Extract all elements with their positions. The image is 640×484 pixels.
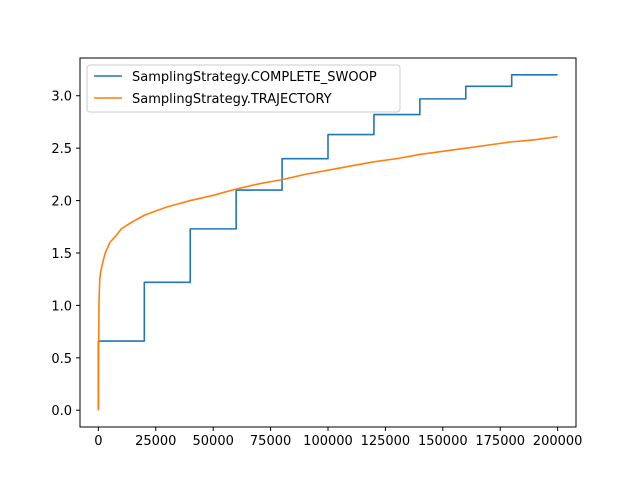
y-tick-label: 0.5 — [51, 352, 72, 367]
y-tick-label: 1.5 — [51, 247, 72, 262]
plot-area-frame — [79, 57, 577, 428]
y-axis: 0.0 0.5 1.0 1.5 2.0 2.5 3.0 — [51, 90, 80, 419]
series-line-1 — [97, 73, 558, 411]
x-tick-label: 75000 — [250, 434, 291, 449]
series-layer — [97, 73, 558, 411]
legend-label-2: SamplingStrategy.TRAJECTORY — [132, 92, 332, 107]
series-line-2 — [97, 135, 558, 411]
y-tick-label: 1.0 — [51, 299, 72, 314]
x-tick-label: 25000 — [135, 434, 176, 449]
legend-label-1: SamplingStrategy.COMPLETE_SWOOP — [132, 70, 377, 85]
legend-frame — [86, 64, 401, 113]
x-tick-label: 150000 — [418, 434, 468, 449]
x-tick-label: 100000 — [303, 434, 353, 449]
y-tick-label: 2.5 — [51, 142, 72, 157]
x-tick-label: 175000 — [475, 434, 525, 449]
x-tick-label: 0 — [94, 434, 102, 449]
x-tick-label: 200000 — [533, 434, 583, 449]
x-axis: 0 25000 50000 75000 100000 125000 150000 175000… — [94, 427, 582, 449]
legend: SamplingStrategy.COMPLETE_SWOOP SamplingS… — [86, 64, 401, 113]
x-tick-label: 50000 — [193, 434, 234, 449]
y-tick-label: 0.0 — [51, 404, 72, 419]
x-tick-label: 125000 — [361, 434, 411, 449]
y-tick-label: 2.0 — [51, 195, 72, 210]
y-tick-label: 3.0 — [51, 90, 72, 105]
